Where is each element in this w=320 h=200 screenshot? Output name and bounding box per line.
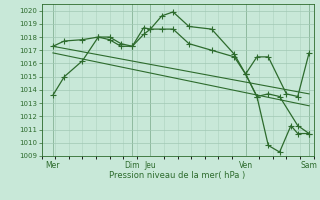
X-axis label: Pression niveau de la mer( hPa ): Pression niveau de la mer( hPa ) [109,171,246,180]
